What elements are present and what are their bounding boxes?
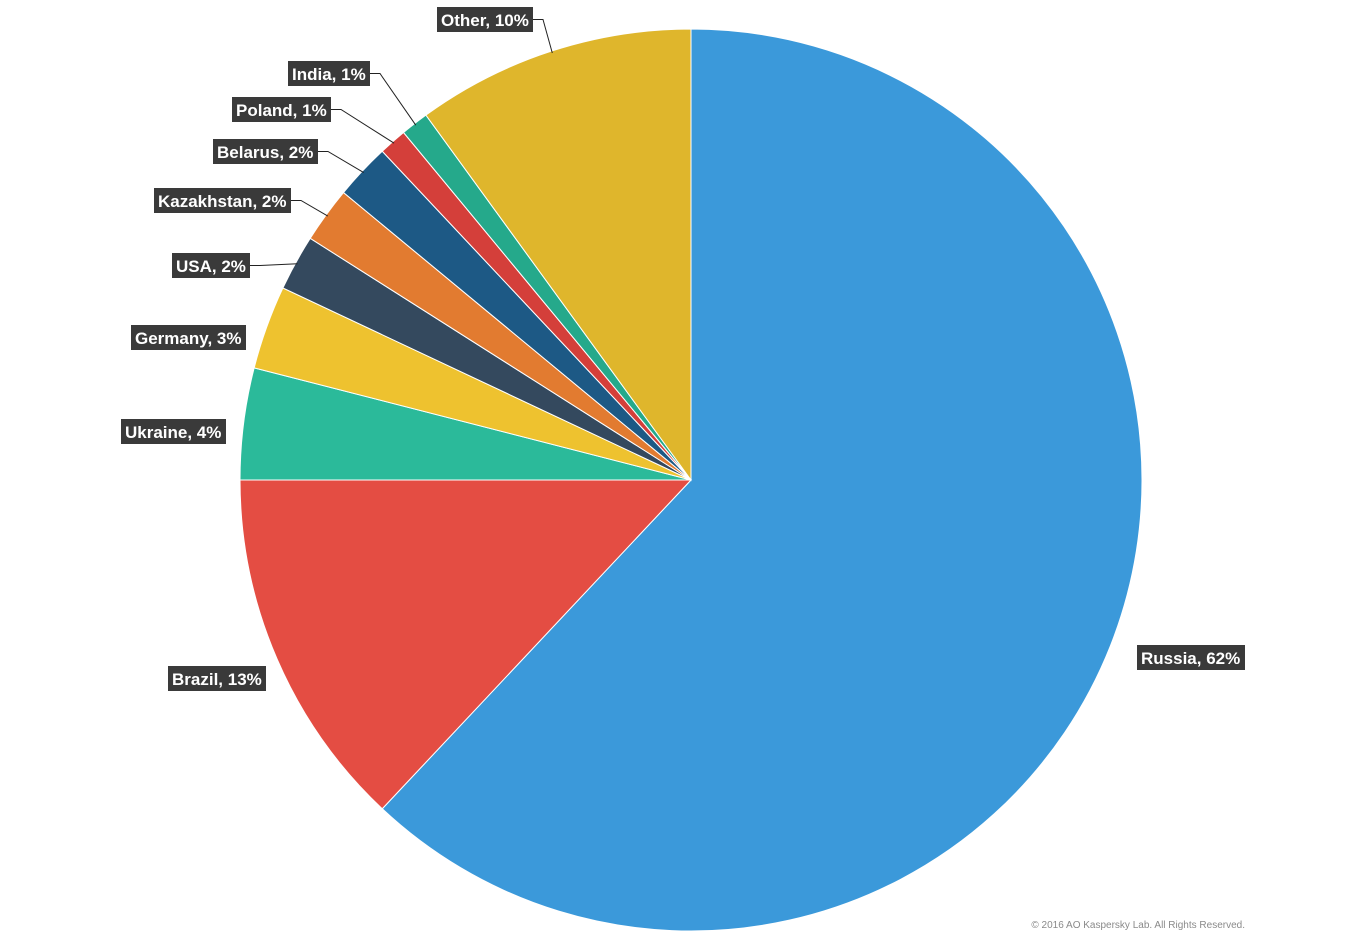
- slice-label-text-kazakhstan: Kazakhstan, 2%: [158, 192, 287, 211]
- slice-label-text-belarus: Belarus, 2%: [217, 143, 313, 162]
- slice-label-box-brazil: [168, 666, 266, 691]
- slice-label-text-other: Other, 10%: [441, 11, 529, 30]
- slice-label-text-russia: Russia, 62%: [1141, 649, 1240, 668]
- leader-line-poland: [331, 109, 395, 144]
- copyright-notice: © 2016 AO Kaspersky Lab. All Rights Rese…: [1031, 920, 1245, 931]
- leader-line-kazakhstan: [291, 200, 329, 217]
- slice-label-text-india: India, 1%: [292, 65, 366, 84]
- slice-label-box-other: [437, 7, 533, 32]
- slice-label-box-russia: [1137, 645, 1245, 670]
- leader-line-india: [370, 73, 417, 126]
- slice-label-box-usa: [172, 253, 250, 278]
- pie-slice-brazil: [239, 479, 693, 810]
- slice-label-text-usa: USA, 2%: [176, 257, 246, 276]
- slice-label-box-poland: [232, 97, 331, 122]
- slice-label-kazakhstan: Kazakhstan, 2%: [154, 188, 291, 213]
- slice-label-text-brazil: Brazil, 13%: [172, 670, 262, 689]
- slice-label-russia: Russia, 62%: [1137, 645, 1245, 670]
- slice-label-india: India, 1%: [288, 61, 370, 86]
- slice-label-text-ukraine: Ukraine, 4%: [125, 423, 221, 442]
- slice-label-other: Other, 10%: [437, 7, 533, 32]
- leader-line-other: [533, 19, 553, 54]
- slice-label-box-ukraine: [121, 419, 226, 444]
- leader-line-belarus: [318, 151, 364, 174]
- slice-label-usa: USA, 2%: [172, 253, 250, 278]
- slice-labels: Russia, 62% Brazil, 13% Ukraine, 4% Germany…: [121, 7, 1245, 691]
- slice-label-text-germany: Germany, 3%: [135, 329, 241, 348]
- slice-label-box-belarus: [213, 139, 318, 164]
- slice-label-box-germany: [131, 325, 246, 350]
- leader-line-usa: [250, 263, 298, 266]
- slice-label-box-kazakhstan: [154, 188, 291, 213]
- slice-label-box-india: [288, 61, 370, 86]
- slice-label-poland: Poland, 1%: [232, 97, 331, 122]
- pie-slice-russia: [381, 28, 1143, 932]
- leader-lines: [250, 19, 553, 266]
- slice-label-text-poland: Poland, 1%: [236, 101, 327, 120]
- slice-label-belarus: Belarus, 2%: [213, 139, 318, 164]
- slice-label-germany: Germany, 3%: [131, 325, 246, 350]
- slice-label-ukraine: Ukraine, 4%: [121, 419, 226, 444]
- slice-label-brazil: Brazil, 13%: [168, 666, 266, 691]
- pie-slices: [239, 28, 1143, 932]
